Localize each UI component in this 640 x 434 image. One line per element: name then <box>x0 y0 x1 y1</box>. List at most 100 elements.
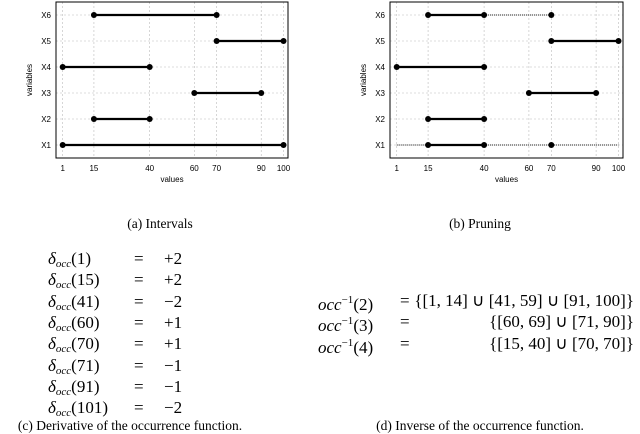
interval-point-X5 <box>213 38 220 44</box>
chart-pruning: 1 15 40 60 70 90 100 X1 X2 X3 X4 X5 X6 values variable… <box>359 1 626 184</box>
superscript: −1 <box>341 294 354 306</box>
delta-symbol: δ <box>48 291 56 311</box>
interval-point-X2 <box>481 116 488 122</box>
y-tick-label: X4 <box>375 63 385 72</box>
x-tick-label: 70 <box>547 164 556 173</box>
derivative-lhs: δocc(1) <box>48 248 91 275</box>
x-tick-label: 15 <box>424 164 433 173</box>
delta-symbol: δ <box>48 376 56 396</box>
y-tick-label: X4 <box>41 63 51 72</box>
x-tick-label: 60 <box>190 164 199 173</box>
derivative-value: +1 <box>164 334 183 354</box>
interval-point-X1 <box>425 142 432 148</box>
derivative-lhs: δocc(15) <box>48 269 100 296</box>
argument: (70) <box>71 334 100 354</box>
y-axis-label: variables <box>25 64 34 96</box>
caption-b: (b) Pruning <box>449 216 511 231</box>
caption-a: (a) Intervals <box>127 216 193 231</box>
interval-point-X6 <box>425 12 432 18</box>
interval-point-X6 <box>213 12 220 18</box>
derivative-value: −1 <box>164 355 183 375</box>
superscript: −1 <box>341 336 354 349</box>
interval-point-X6 <box>548 12 555 18</box>
x-axis-label: values <box>160 175 183 184</box>
interval-point-X5 <box>548 38 555 44</box>
x-tick-label: 15 <box>89 164 98 173</box>
interval-point-X3 <box>258 90 265 96</box>
argument: (2) <box>353 295 374 314</box>
argument: (71) <box>71 355 100 375</box>
delta-symbol: δ <box>48 334 56 354</box>
x-tick-label: 40 <box>480 164 489 173</box>
superscript: −1 <box>341 315 354 328</box>
equals-sign: = <box>134 398 144 418</box>
argument: (4) <box>353 337 374 357</box>
interval-point-X2 <box>146 116 153 122</box>
interval-point-X2 <box>425 116 432 122</box>
x-tick-label: 70 <box>212 164 221 173</box>
x-tick-label: 1 <box>394 164 399 173</box>
x-tick-label: 40 <box>145 164 154 173</box>
y-tick-label: X2 <box>375 115 385 124</box>
plot-frame <box>55 1 289 159</box>
derivative-value: −1 <box>164 376 183 396</box>
subscript: occ <box>55 385 72 398</box>
subscript: occ <box>55 279 72 292</box>
y-tick-label: X2 <box>41 115 51 124</box>
x-tick-label: 1 <box>60 164 65 173</box>
derivative-lhs: δocc(101) <box>48 397 108 424</box>
interval-point-X4 <box>481 64 488 70</box>
inverse-lhs: occ−1(2) <box>318 290 373 315</box>
equals-sign: = <box>134 270 144 290</box>
delta-symbol: δ <box>48 249 56 268</box>
derivative-value: −2 <box>164 398 183 418</box>
x-axis-label: values <box>495 175 518 184</box>
argument: (3) <box>353 316 374 336</box>
derivative-value: +2 <box>164 270 183 290</box>
delta-symbol: δ <box>48 270 56 290</box>
subscript: occ <box>55 300 72 313</box>
equals-sign: = <box>400 333 410 353</box>
chart-intervals: 1 15 40 60 70 90 100 X1 X2 X3 X4 X5 X6 values variable… <box>25 1 291 184</box>
charts: 1 15 40 60 70 90 100 X1 X2 X3 X4 X5 X6 values variable… <box>25 1 626 184</box>
equals-sign: = <box>134 249 144 268</box>
derivative-value: +1 <box>164 312 183 332</box>
equals-sign: = <box>134 355 144 375</box>
subscript: occ <box>55 258 72 270</box>
inverse-value: {[1, 14] ∪ [41, 59] ∪ [91, 100]} <box>414 291 634 310</box>
x-tick-label: 100 <box>612 164 626 173</box>
y-tick-label: X3 <box>41 89 51 98</box>
derivative-lhs: δocc(91) <box>48 376 100 403</box>
inverse-lhs: occ−1(3) <box>318 311 373 336</box>
interval-point-X1 <box>481 142 488 148</box>
y-tick-label: X1 <box>375 141 385 150</box>
equals-sign: = <box>400 312 410 332</box>
argument: (60) <box>71 312 100 332</box>
equals-sign: = <box>134 291 144 311</box>
y-axis-label: variables <box>359 64 368 96</box>
inverse-lhs: occ−1(4) <box>318 333 373 358</box>
equals-sign: = <box>134 376 144 396</box>
interval-point-X5 <box>615 38 622 44</box>
y-tick-label: X6 <box>41 11 51 20</box>
interval-point-X3 <box>593 90 600 96</box>
x-tick-label: 90 <box>592 164 601 173</box>
y-tick-label: X5 <box>375 37 385 46</box>
equals-sign: = <box>134 312 144 332</box>
inverse-value: {[15, 40] ∪ [70, 70]} <box>489 333 634 353</box>
interval-point-X2 <box>90 116 97 122</box>
x-tick-label: 60 <box>524 164 533 173</box>
derivative-lhs: δocc(41) <box>48 291 100 318</box>
subscript: occ <box>55 343 72 356</box>
interval-point-X3 <box>191 90 198 96</box>
interval-point-X5 <box>280 38 287 44</box>
derivative-lhs: δocc(71) <box>48 355 100 382</box>
argument: (101) <box>71 398 108 418</box>
interval-point-X1 <box>280 142 287 148</box>
interval-point-X1 <box>548 142 555 148</box>
delta-symbol: δ <box>48 312 56 332</box>
x-tick-label: 100 <box>277 164 291 173</box>
delta-symbol: δ <box>48 398 56 418</box>
interval-point-X6 <box>90 12 97 18</box>
equals-sign: = <box>134 334 144 354</box>
